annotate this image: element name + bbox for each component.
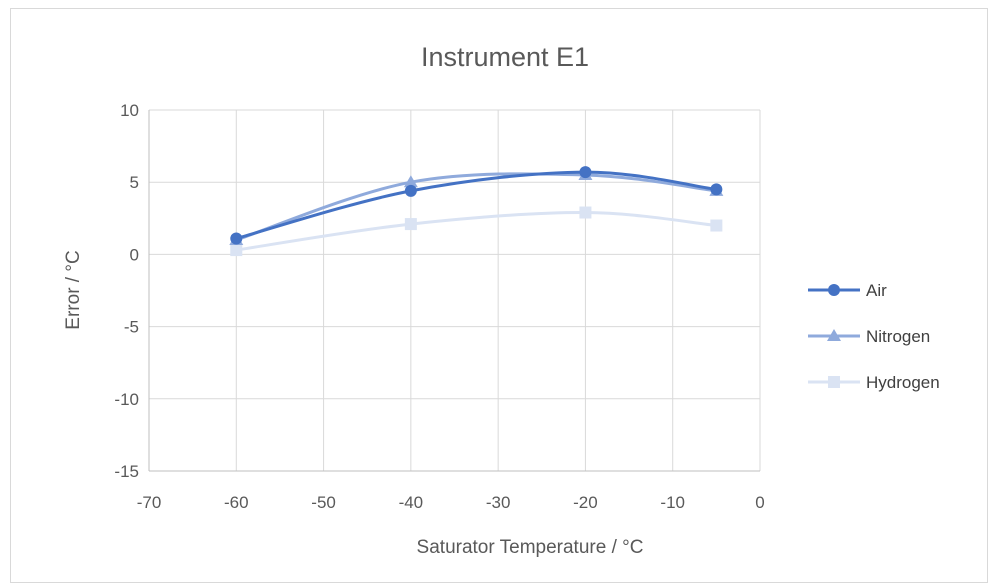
x-tick-label: -40 (399, 493, 424, 512)
data-point-air (230, 232, 243, 245)
legend: Air Nitrogen Hydrogen (808, 281, 940, 392)
series-lines (229, 166, 724, 257)
y-tick-label: -5 (124, 318, 139, 337)
legend-label-nitrogen: Nitrogen (866, 327, 930, 346)
chart-title: Instrument E1 (421, 42, 589, 72)
y-tick-label: 10 (120, 101, 139, 120)
x-tick-label: 0 (755, 493, 764, 512)
data-point-hydrogen (404, 218, 417, 231)
legend-marker-nitrogen (827, 329, 841, 341)
data-point-hydrogen (579, 206, 592, 219)
y-tick-label: 5 (130, 173, 139, 192)
x-tick-label: -10 (660, 493, 685, 512)
data-point-air (579, 166, 592, 179)
chart-frame (10, 8, 988, 583)
y-tick-label: 0 (130, 245, 139, 264)
x-tick-label: -70 (137, 493, 162, 512)
x-tick-label: -30 (486, 493, 511, 512)
x-tick-label: -60 (224, 493, 249, 512)
x-tick-label: -50 (311, 493, 336, 512)
x-tick-label: -20 (573, 493, 598, 512)
data-point-hydrogen (710, 219, 723, 232)
data-point-hydrogen (230, 244, 243, 257)
data-point-air (710, 183, 723, 196)
grid (149, 109, 761, 471)
series-line-nitrogen (235, 172, 717, 242)
series-line-hydrogen (236, 211, 717, 252)
data-point-nitrogen (403, 175, 418, 188)
series-line-air (235, 170, 717, 240)
y-axis-title: Error / °C (63, 250, 84, 329)
legend-label-hydrogen: Hydrogen (866, 373, 940, 392)
y-tick-label: -10 (114, 390, 139, 409)
y-tick-label: -15 (114, 462, 139, 481)
legend-label-air: Air (866, 281, 887, 300)
x-axis-title: Saturator Temperature / °C (417, 537, 644, 558)
data-point-air (404, 184, 417, 197)
axes: 10 5 0 -5 -10 -15 -70 -60 -50 -40 -30 -20 -10 0 (114, 101, 764, 512)
legend-marker-hydrogen (828, 376, 840, 388)
legend-marker-air (828, 284, 840, 296)
